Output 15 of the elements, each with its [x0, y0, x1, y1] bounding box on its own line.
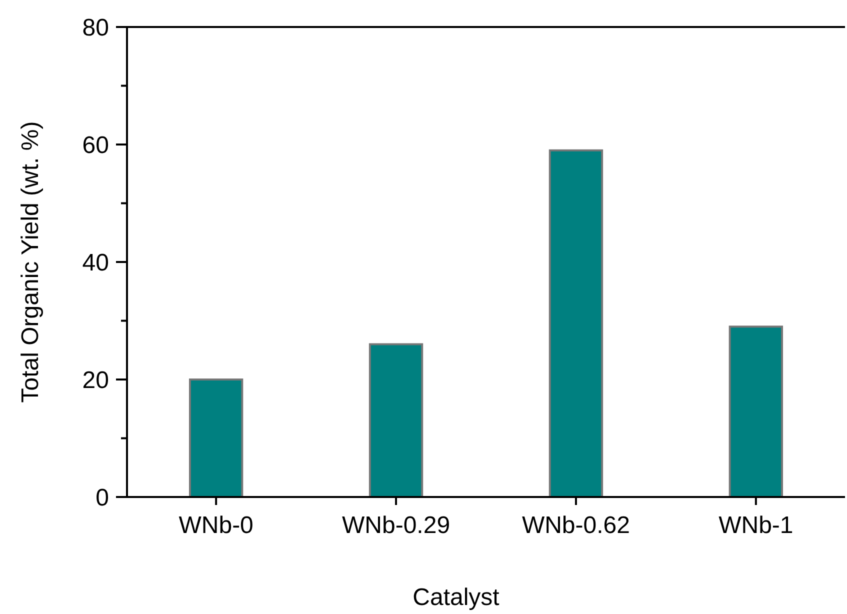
y-tick-label: 80	[82, 14, 109, 42]
y-tick-label: 20	[82, 366, 109, 394]
y-tick-label: 60	[82, 132, 109, 159]
bar	[728, 326, 784, 498]
bar	[368, 343, 424, 498]
x-axis-title: Catalyst	[412, 584, 500, 611]
x-tick-label: WNb-0.29	[342, 512, 450, 539]
bar	[188, 378, 244, 498]
x-tick-label: WNb-0.62	[522, 512, 630, 539]
y-tick-label: 0	[96, 484, 109, 512]
y-tick-label: 40	[82, 249, 109, 276]
x-tick-label: WNb-1	[718, 512, 794, 539]
bar	[548, 149, 604, 498]
x-tick-label: WNb-0	[178, 512, 254, 539]
y-axis-title: Total Organic Yield (wt. %)	[17, 121, 44, 403]
